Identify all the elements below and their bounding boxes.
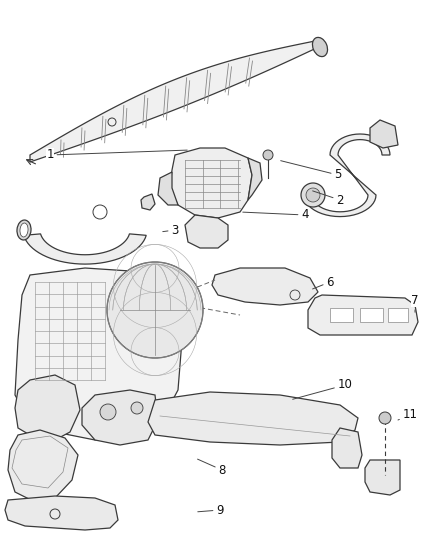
Circle shape (100, 404, 116, 420)
Text: 4: 4 (243, 208, 309, 222)
Text: 6: 6 (313, 276, 334, 289)
Polygon shape (248, 158, 262, 200)
Polygon shape (212, 268, 318, 305)
Polygon shape (370, 120, 398, 148)
Polygon shape (15, 268, 182, 440)
Text: 1: 1 (46, 149, 187, 161)
Text: 8: 8 (198, 459, 226, 477)
Text: 11: 11 (398, 408, 417, 422)
Polygon shape (148, 392, 358, 445)
Text: 10: 10 (293, 378, 353, 399)
Polygon shape (15, 375, 80, 440)
Polygon shape (308, 295, 418, 335)
Polygon shape (8, 430, 78, 502)
Polygon shape (82, 390, 158, 445)
Polygon shape (170, 148, 252, 218)
Polygon shape (24, 234, 146, 264)
Ellipse shape (20, 223, 28, 237)
Ellipse shape (17, 220, 31, 240)
Bar (360, 308, 383, 322)
Polygon shape (185, 215, 228, 248)
Polygon shape (332, 428, 362, 468)
Circle shape (379, 412, 391, 424)
Polygon shape (5, 496, 118, 530)
Bar (388, 308, 408, 322)
Circle shape (301, 183, 325, 207)
Circle shape (263, 150, 273, 160)
Bar (330, 308, 353, 322)
Text: 5: 5 (281, 160, 342, 182)
Polygon shape (365, 460, 400, 495)
Polygon shape (30, 40, 320, 162)
Polygon shape (304, 134, 390, 216)
Polygon shape (141, 194, 155, 210)
Text: 9: 9 (198, 504, 224, 516)
Circle shape (107, 262, 203, 358)
Text: 2: 2 (313, 191, 344, 206)
Ellipse shape (312, 37, 328, 56)
Circle shape (306, 188, 320, 202)
Polygon shape (158, 172, 178, 205)
Text: 7: 7 (411, 294, 419, 312)
Text: 3: 3 (163, 223, 179, 237)
Circle shape (131, 402, 143, 414)
